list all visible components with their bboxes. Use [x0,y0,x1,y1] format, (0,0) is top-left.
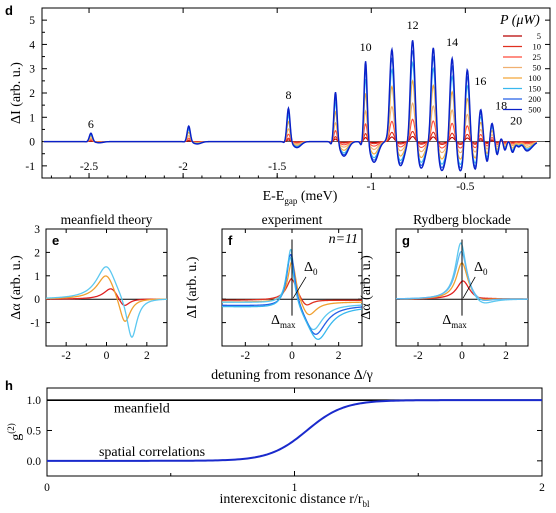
x-tick-label: 0 [459,350,465,362]
y-axis-label: ΔI (arb. u.) [9,62,24,124]
x-tick-label: -2.5 [80,161,98,173]
panel-letter: e [52,233,59,248]
series-line [43,40,538,172]
meanfield-label: meanfield [114,401,170,416]
x-tick-label: 2 [336,350,342,362]
x-tick-label: 1 [292,482,298,494]
x-tick-label: -2 [61,350,71,362]
panel-f: -2 0 2 experiment f ΔI (arb. u.) Δ0 Δmax n=11 [185,212,363,362]
shared-xlabel: detuning from resonance Δ/γ [211,368,373,383]
x-tick-label: -1.5 [268,161,286,173]
x-tick-label: -2 [241,350,251,362]
y-tick-label: 4 [29,39,35,51]
series-line [45,275,167,322]
peak-label: 20 [510,114,522,128]
y-tick-label: 0 [34,294,40,306]
x-tick-label: -2 [178,161,188,173]
legend-label: 150 [528,84,541,94]
legend-title: P (μW) [499,13,540,28]
peak-label: 10 [360,40,372,54]
panel-frame [45,228,168,347]
y-tick-label: 5 [29,15,35,27]
correlation-line [47,399,542,462]
x-tick-label: 2 [503,350,509,362]
panel-h: 0.0 0.5 1.0 0 1 2 meanfield spatial correlation… [5,378,545,509]
legend-label: 5 [537,31,541,41]
panel-letter: d [5,3,13,18]
delta0-label: Δ0 [474,260,488,277]
series-line [46,288,167,307]
x-tick-label: -0.5 [456,181,474,193]
peak-label: 14 [446,35,458,49]
legend-label: 500 [528,105,541,115]
y-tick-label: 2 [29,88,35,100]
y-tick-label: -1 [30,318,40,330]
panel-letter: g [402,233,410,248]
x-axis-label: E-Egap (meV) [263,189,338,206]
legend-label: 25 [533,52,542,62]
x-tick-label: 2 [144,350,150,362]
y-tick-label: 0.0 [27,456,42,468]
y-axis-label: Δα (arb. u.) [359,255,374,320]
x-tick-label: 0 [289,350,295,362]
delta0-label: Δ0 [304,260,318,277]
panel-title: meanfield theory [61,212,153,227]
y-axis-label: Δα (arb. u.) [9,255,24,320]
x-axis-label: interexcitonic distance r/rbl [219,492,370,509]
legend-label: 100 [528,73,541,83]
panel-d-frame [41,7,551,179]
delta0-pointer [462,276,476,299]
deltamax-label: Δmax [442,313,467,330]
legend-label: 50 [533,63,542,73]
legend-label: 200 [528,94,541,104]
peak-label: 8 [285,88,291,102]
panel-title: Rydberg blockade [413,212,511,227]
y-tick-label: 0.5 [27,425,42,437]
panel-title: experiment [262,212,323,227]
panel-letter: f [228,233,233,248]
y-tick-label: 3 [29,64,35,76]
x-tick-label: 0 [44,482,50,494]
y-tick-label: 1.0 [27,395,42,407]
x-tick-label: -1 [366,181,376,193]
peak-label: 12 [407,18,419,32]
peak-label: 6 [88,117,94,131]
y-axis-label: g(2) [6,423,24,441]
y-tick-label: 2 [34,247,40,259]
deltamax-label: Δmax [271,313,296,330]
y-tick-label: 1 [34,271,40,283]
y-tick-label: 1 [29,112,35,124]
y-axis-label: ΔI (arb. u.) [185,256,200,318]
panel-letter: h [5,378,13,393]
series-line [45,266,168,338]
legend-label: 10 [533,42,542,52]
delta0-pointer [292,276,307,299]
correlation-label: spatial correlations [99,445,205,460]
y-tick-label: -1 [25,161,35,173]
x-tick-label: 2 [539,482,545,494]
y-tick-label: 0 [29,137,35,149]
x-tick-label: 0 [104,350,110,362]
y-tick-label: 3 [34,224,40,236]
n-label: n=11 [329,232,358,247]
x-tick-label: -2 [413,350,423,362]
peak-label: 18 [495,98,507,112]
peak-label: 16 [474,74,486,88]
